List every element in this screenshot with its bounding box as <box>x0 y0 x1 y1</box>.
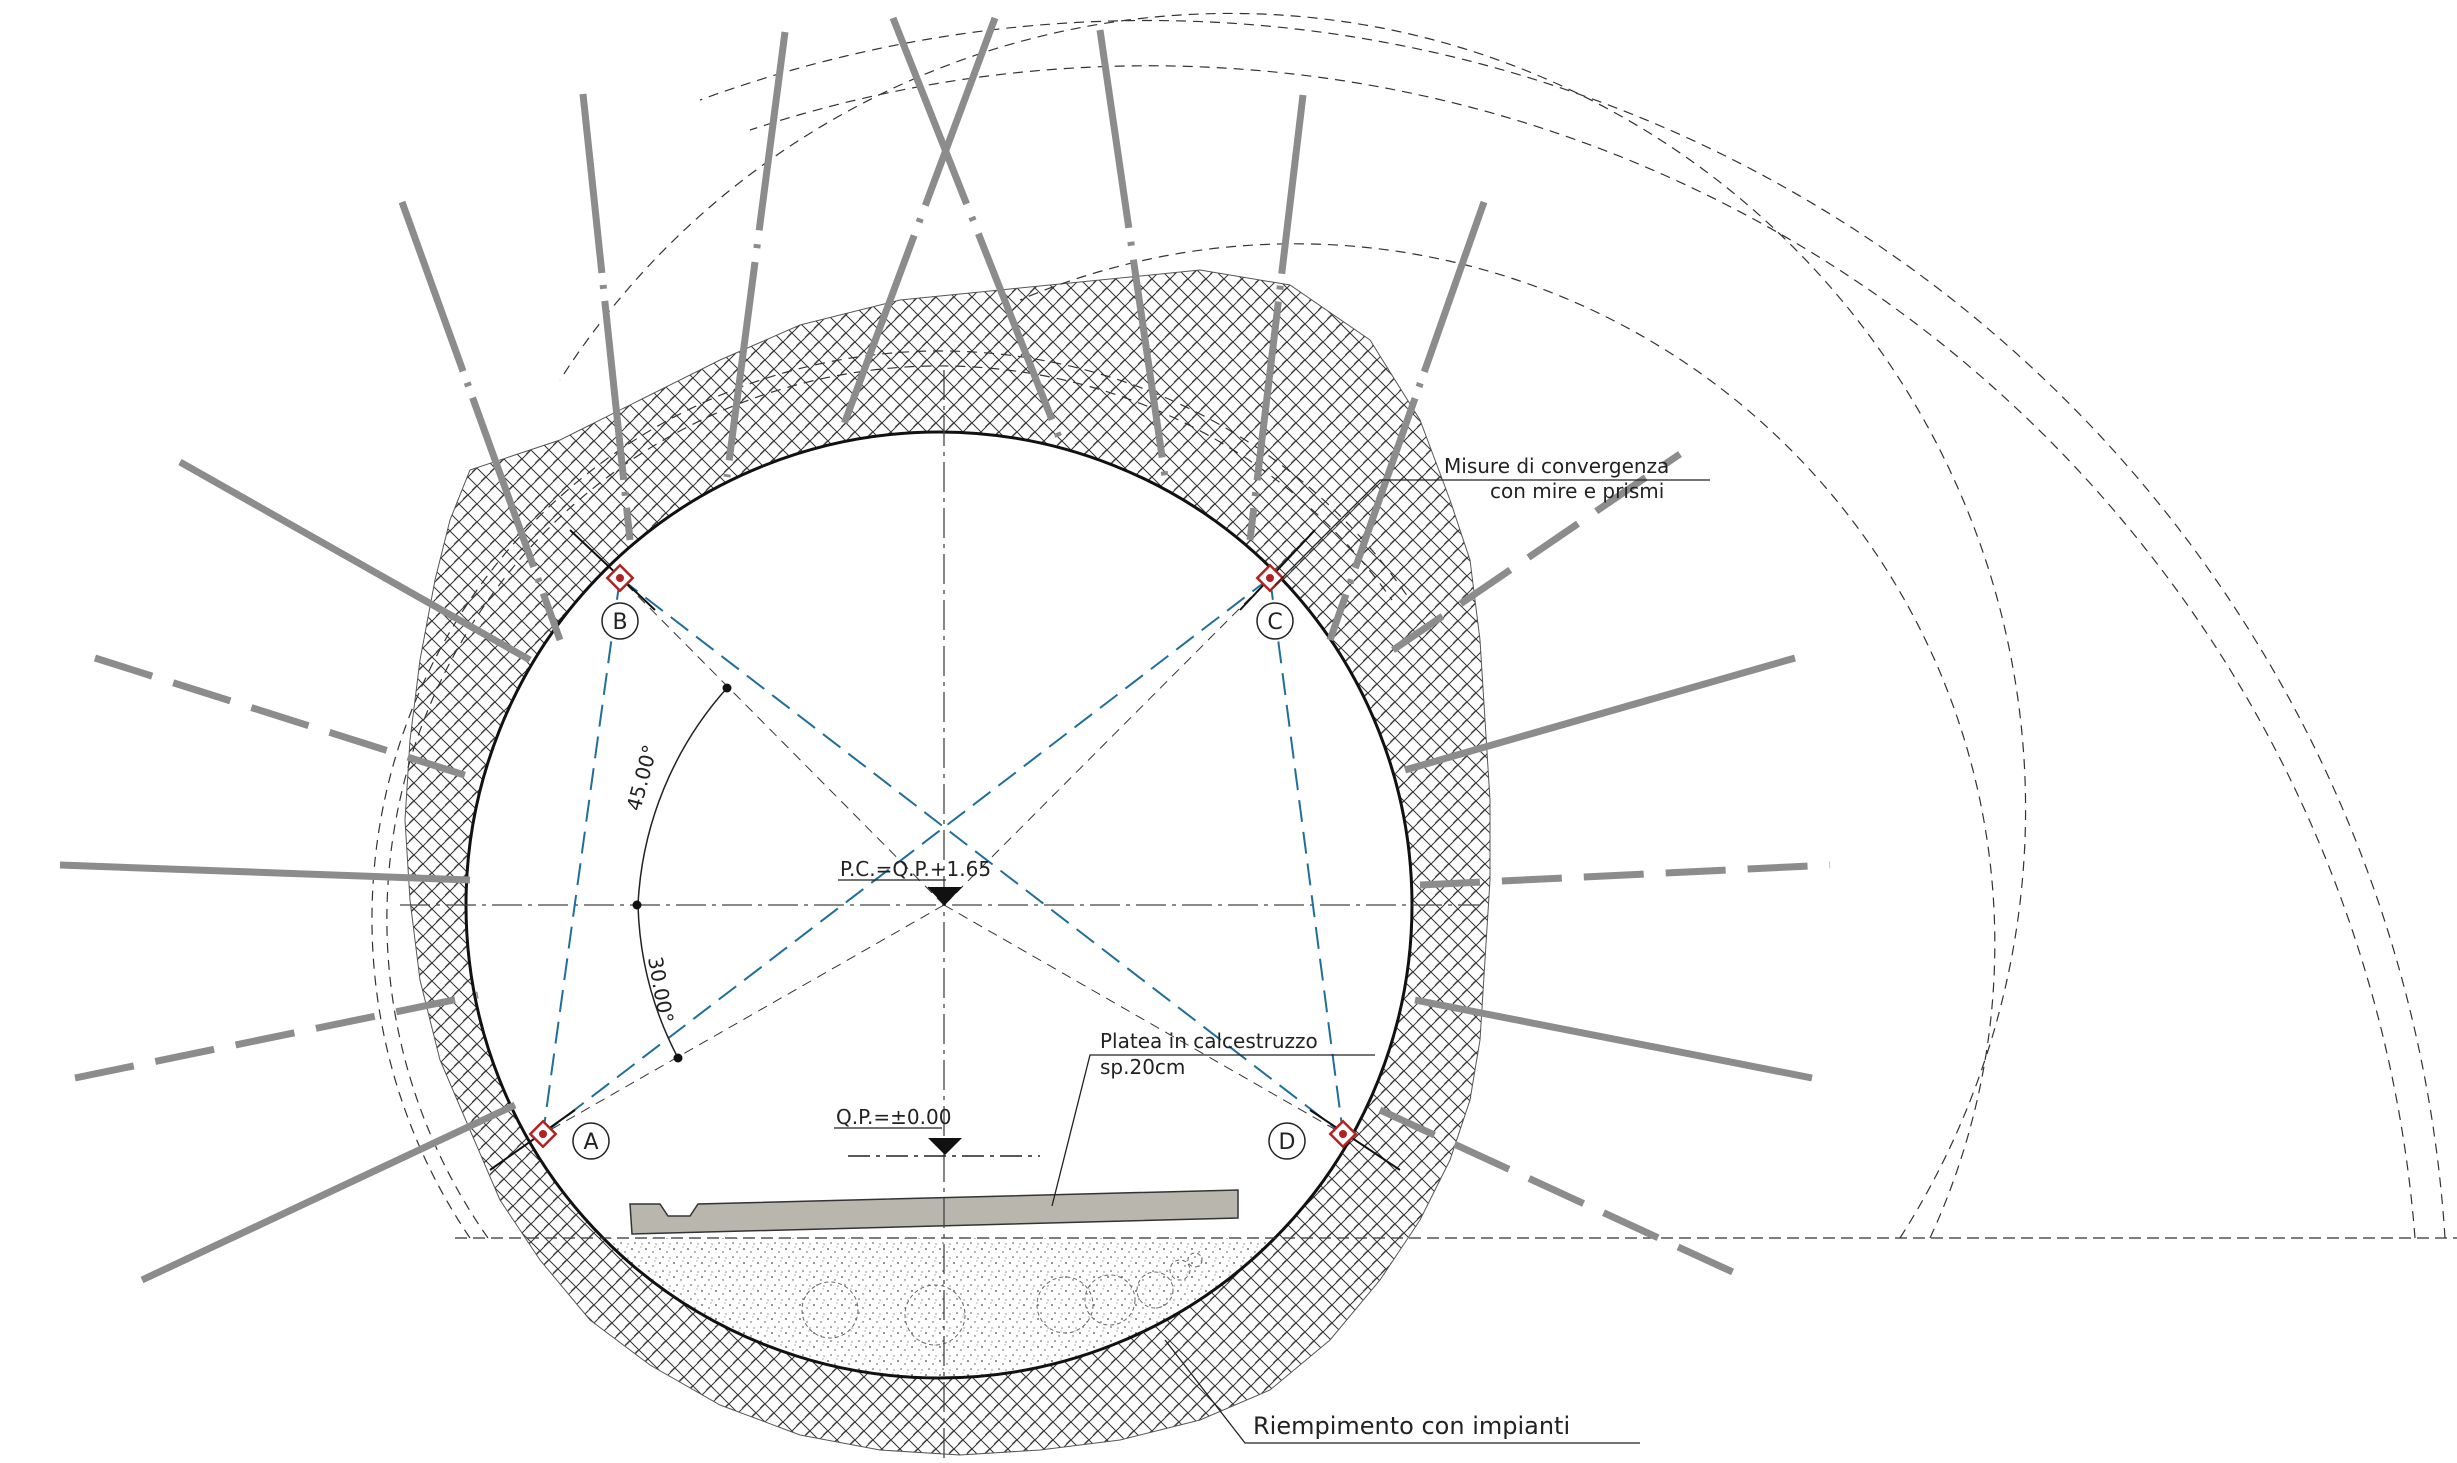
angle-dimension <box>637 687 728 1059</box>
concrete-slab <box>629 1189 1239 1235</box>
invert-fill-concrete <box>603 1238 1275 1378</box>
level-qp-label: Q.P.=±0.00 <box>836 1105 951 1129</box>
point-marker-d: D <box>1268 1122 1306 1160</box>
leader-convergence <box>1274 479 1710 586</box>
rock-bolts <box>59 16 1831 1284</box>
leader-slab <box>1051 1054 1375 1207</box>
slab-label-line1: Platea in calcestruzzo <box>1100 1029 1318 1053</box>
leader-fill <box>1164 1339 1640 1444</box>
angle-45-label: 45.00° <box>622 742 663 813</box>
prism-target-d <box>1309 1109 1401 1171</box>
point-marker-b: B <box>601 602 639 640</box>
point-label-b: B <box>612 610 627 635</box>
angle-dot-3 <box>673 1053 683 1063</box>
point-label-d: D <box>1279 1130 1296 1155</box>
construction-lines <box>542 577 1344 1135</box>
convergence-measure-lines <box>542 577 1344 1135</box>
angle-dot-2 <box>632 900 642 910</box>
fill-label: Riempimento con impianti <box>1253 1412 1570 1440</box>
angle-30-label: 30.00° <box>643 955 678 1025</box>
convergence-label-line2: con mire e prismi <box>1490 479 1664 503</box>
level-marker-pc: P.C.=Q.P.+1.65 <box>838 857 991 906</box>
level-marker-qp: Q.P.=±0.00 <box>834 1105 1040 1157</box>
level-pc-label: P.C.=Q.P.+1.65 <box>840 857 991 881</box>
convergence-label-line1: Misure di convergenza <box>1444 454 1669 478</box>
point-marker-c: C <box>1256 602 1294 640</box>
point-label-a: A <box>583 1130 598 1155</box>
point-marker-a: A <box>572 1122 610 1160</box>
angle-dot-1 <box>722 683 732 693</box>
slab-label-line2: sp.20cm <box>1100 1055 1185 1079</box>
point-label-c: C <box>1267 610 1282 635</box>
prism-target-b <box>569 529 656 611</box>
invert-pipes <box>801 1252 1203 1346</box>
prism-target-a <box>489 1109 576 1171</box>
